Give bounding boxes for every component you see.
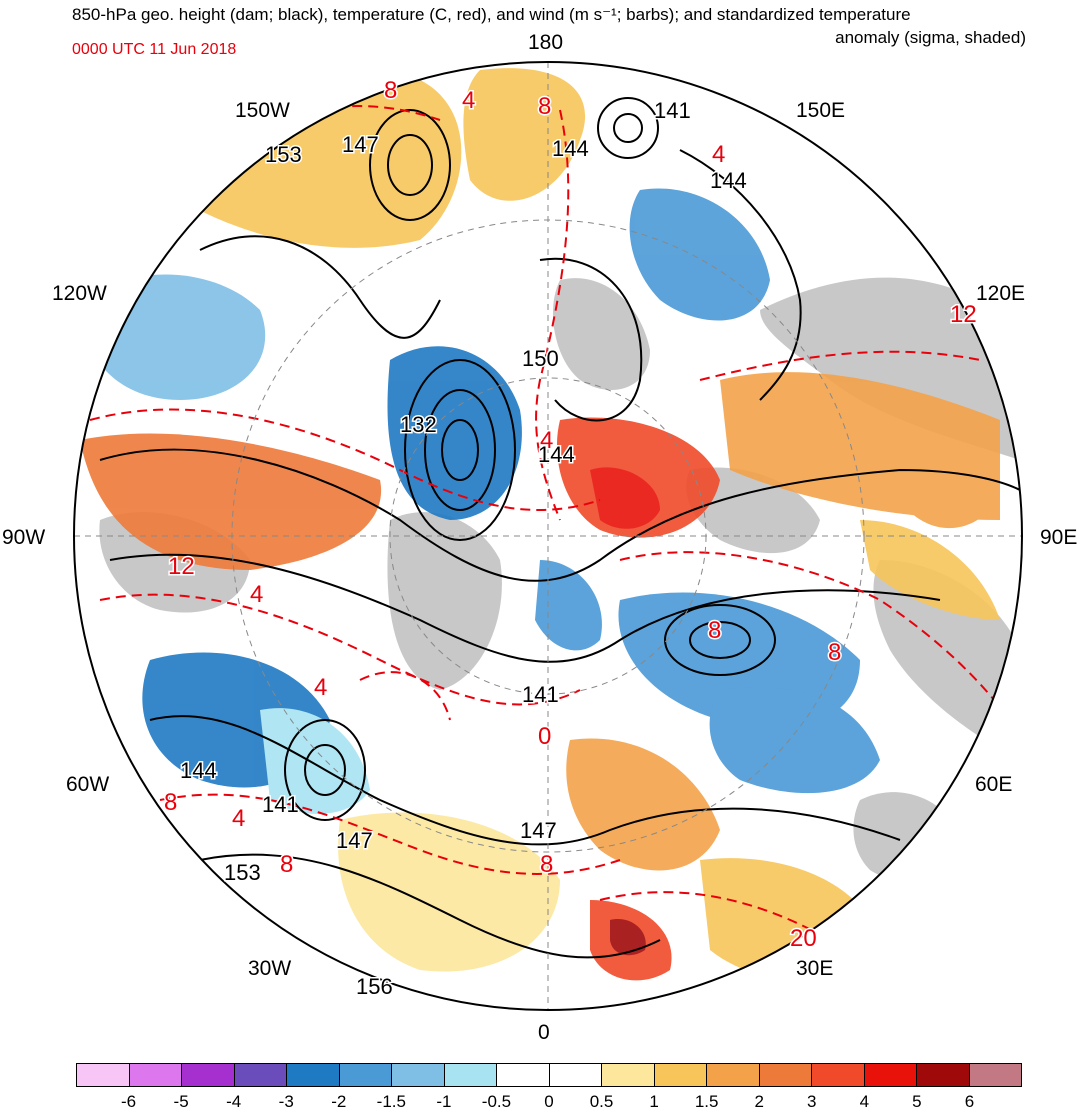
- colorbar-tick-4: -2: [331, 1092, 347, 1111]
- temperature-contour-label-1: 4: [462, 87, 475, 114]
- height-contour-label-4: 144: [710, 168, 747, 193]
- colorbar-swatch-6: [392, 1064, 445, 1086]
- temperature-contour-label-14: 4: [232, 805, 245, 832]
- colorbar-swatch-0: [77, 1064, 130, 1086]
- colorbar-tick-6: -1: [436, 1092, 452, 1111]
- colorbar-tick-15: 5: [912, 1092, 922, 1111]
- temperature-contour-label-12: 8: [280, 851, 293, 878]
- colorbar-swatch-17: [969, 1064, 1021, 1086]
- height-contour-label-7: 144: [538, 442, 575, 467]
- height-contour-label-2: 141: [654, 98, 691, 123]
- height-contour-label-13: 156: [356, 974, 393, 999]
- lon-label-150w: 150W: [235, 99, 290, 122]
- temperature-contour-label-2: 8: [538, 93, 551, 120]
- lon-label-60w: 60W: [66, 773, 110, 796]
- lon-label-120w: 120W: [52, 282, 107, 305]
- colorbar-swatch-3: [234, 1064, 287, 1086]
- lon-label-0: 0: [538, 1021, 550, 1044]
- colorbar-swatch-13: [759, 1064, 812, 1086]
- temperature-contour-label-5: 4: [250, 581, 263, 608]
- height-contour-label-5: 150: [522, 346, 559, 371]
- height-contour-label-11: 147: [336, 828, 373, 853]
- temperature-contour-label-11: 4: [712, 141, 725, 168]
- colorbar-swatch-5: [339, 1064, 392, 1086]
- colorbar-swatch-1: [129, 1064, 182, 1086]
- colorbar-swatch-9: [549, 1064, 602, 1086]
- colorbar-tick-12: 2: [754, 1092, 764, 1111]
- height-contour-label-12: 153: [224, 860, 261, 885]
- height-contour-label-8: 141: [522, 682, 559, 707]
- temperature-label-group: 8 4 8 12 12 4 4 4 8 8 0 4 8 8 4 8 20: [163, 76, 979, 954]
- lon-label-90e: 90E: [1040, 526, 1078, 549]
- colorbar-tick-16: 6: [964, 1092, 975, 1111]
- lon-label-120e: 120E: [976, 282, 1026, 305]
- colorbar-tick-5: -1.5: [376, 1092, 406, 1111]
- lon-label-90w: 90W: [2, 526, 46, 549]
- lon-label-180: 180: [528, 31, 564, 54]
- height-contour-label-9: 144: [180, 758, 217, 783]
- colorbar-tick-11: 1.5: [694, 1092, 719, 1111]
- colorbar-swatch-2: [182, 1064, 235, 1086]
- height-contour-label-14: 147: [520, 818, 557, 843]
- colorbar-tick-13: 3: [807, 1092, 817, 1111]
- lon-label-150e: 150E: [796, 99, 846, 122]
- chart-title-line1: 850-hPa geo. height (dam; black), temper…: [72, 5, 911, 24]
- colorbar-tick-7: -0.5: [481, 1092, 512, 1111]
- colorbar-swatch-12: [707, 1064, 760, 1086]
- colorbar-swatch-16: [917, 1064, 970, 1086]
- temperature-contour-label-15: 8: [540, 851, 553, 878]
- colorbar-swatch-8: [497, 1064, 550, 1086]
- height-label-group: 153 147 141 144 144 150 132 144 141 144 141 147 153 1…: [179, 97, 749, 1001]
- lon-label-30e: 30E: [796, 957, 834, 980]
- temperature-contour-label-6: 4: [314, 674, 327, 701]
- height-contour-label-0: 153: [265, 142, 302, 167]
- temperature-contour-label-10: 0: [538, 723, 551, 750]
- colorbar-tick-8: 0: [544, 1092, 554, 1111]
- height-contour-label-6: 132: [400, 412, 437, 437]
- anomaly-colorbar: [76, 1063, 1022, 1087]
- height-contour-label-10: 141: [262, 792, 299, 817]
- colorbar-swatch-7: [444, 1064, 497, 1086]
- temperature-contour-label-9: 8: [828, 639, 841, 666]
- chart-title-line2: anomaly (sigma, shaded): [835, 28, 1026, 47]
- colorbar-tick-2: -4: [226, 1092, 242, 1111]
- colorbar-swatch-4: [287, 1064, 340, 1086]
- colorbar-swatch-15: [864, 1064, 917, 1086]
- temperature-contour-label-0: 8: [384, 77, 397, 104]
- temperature-contour-label-16: 20: [790, 925, 817, 952]
- temperature-contour-label-3: 12: [168, 553, 195, 580]
- colorbar-swatch-14: [812, 1064, 865, 1086]
- colorbar-tick-0: -6: [120, 1092, 137, 1111]
- height-contour-label-1: 147: [342, 132, 379, 157]
- graticule: [74, 62, 1022, 1010]
- temperature-contour-label-8: 8: [708, 617, 721, 644]
- lon-label-60e: 60E: [975, 773, 1013, 796]
- temperature-contour-label-13: 8: [164, 789, 177, 816]
- temperature-contour-label-4: 12: [950, 301, 977, 328]
- height-contour-label-3: 144: [552, 136, 589, 161]
- valid-time: 0000 UTC 11 Jun 2018: [72, 41, 237, 58]
- height-contours: [99, 97, 1021, 959]
- colorbar-tick-3: -3: [278, 1092, 294, 1111]
- colorbar-tick-1: -5: [173, 1092, 189, 1111]
- temperature-contours: [89, 105, 1011, 941]
- colorbar-swatch-10: [602, 1064, 655, 1086]
- colorbar-tick-14: 4: [859, 1092, 870, 1111]
- map-fields: [74, 62, 1022, 1010]
- colorbar-tick-9: 0.5: [589, 1092, 614, 1111]
- temperature-contour-label-7: 4: [540, 427, 553, 454]
- map-boundary: [73, 61, 1023, 1011]
- colorbar-swatch-11: [654, 1064, 707, 1086]
- lon-label-30w: 30W: [248, 957, 292, 980]
- colorbar-tick-10: 1: [649, 1092, 659, 1111]
